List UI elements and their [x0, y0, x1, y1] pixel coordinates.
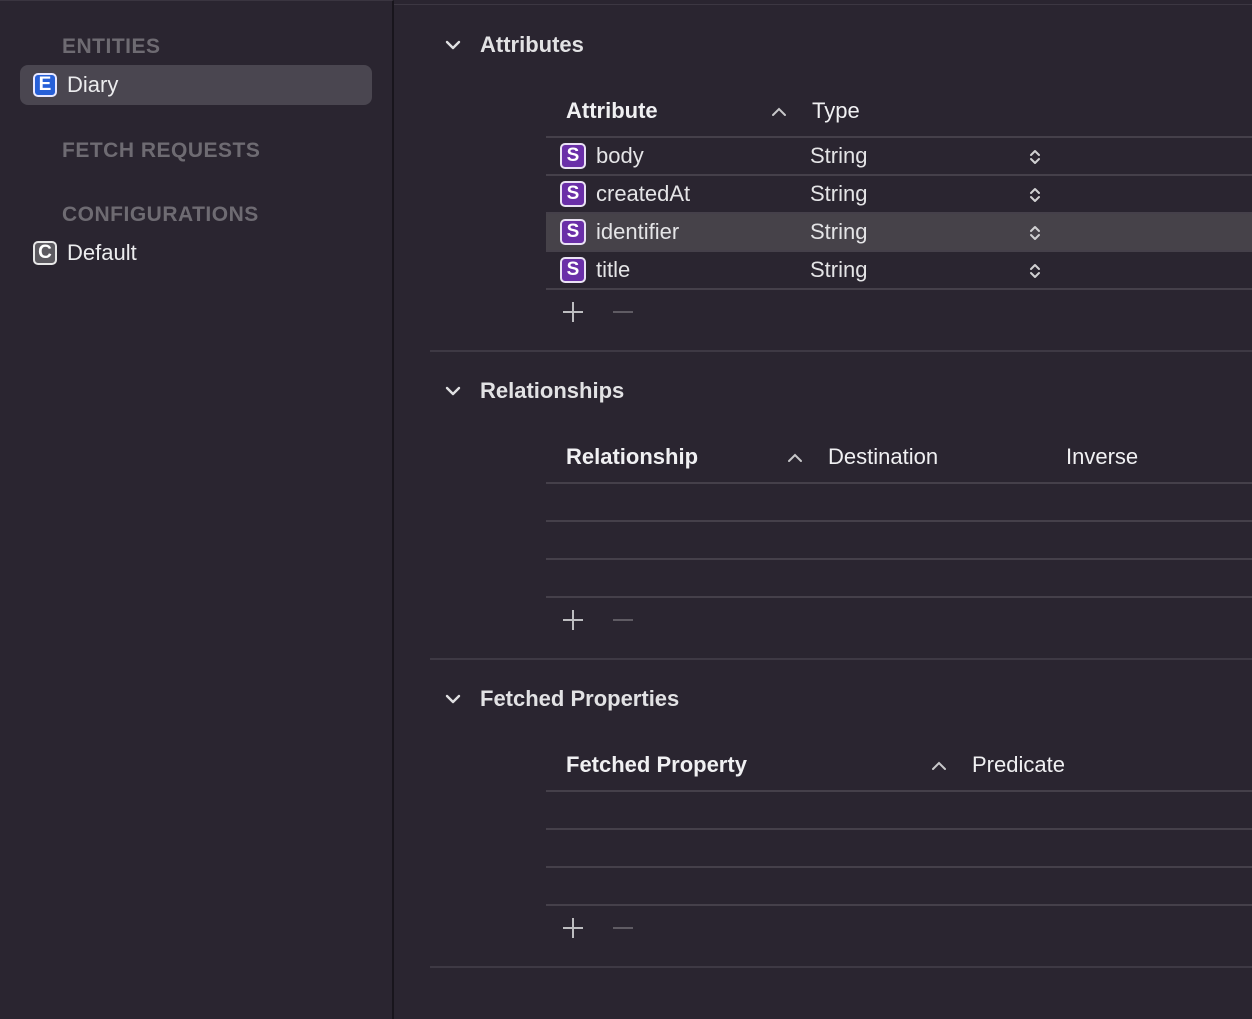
- configurations-header: CONFIGURATIONS: [62, 203, 259, 226]
- section-divider: [430, 966, 1252, 968]
- column-header-destination[interactable]: Destination: [828, 444, 939, 469]
- attributes-section-header[interactable]: Attributes: [445, 32, 584, 58]
- sidebar-item-label: Diary: [67, 72, 119, 97]
- table-row[interactable]: S body String: [546, 138, 1252, 174]
- section-divider: [430, 350, 1252, 352]
- fetched-properties-section-header[interactable]: Fetched Properties: [445, 686, 680, 712]
- table-divider: [546, 790, 1252, 792]
- row-divider: [546, 558, 1252, 560]
- stepper-icon[interactable]: [1028, 147, 1042, 167]
- chevron-down-icon[interactable]: [444, 36, 462, 54]
- table-row[interactable]: S title String: [546, 252, 1252, 288]
- sort-ascending-icon[interactable]: [787, 451, 803, 463]
- add-fetched-property-button[interactable]: [560, 915, 586, 941]
- sidebar-item-diary[interactable]: E Diary: [20, 65, 372, 105]
- row-divider: [546, 828, 1252, 830]
- row-divider: [546, 288, 1252, 290]
- column-header-fetched-property[interactable]: Fetched Property: [566, 752, 747, 777]
- string-type-icon: S: [560, 181, 586, 207]
- sidebar-item-label: Default: [67, 240, 137, 265]
- column-header-type[interactable]: Type: [812, 98, 860, 123]
- row-divider: [546, 520, 1252, 522]
- stepper-icon[interactable]: [1028, 223, 1042, 243]
- top-divider: [394, 4, 1252, 5]
- attribute-name[interactable]: identifier: [596, 219, 680, 244]
- entity-editor: Attributes Attribute Type S body String …: [394, 0, 1252, 1018]
- section-title: Attributes: [480, 32, 584, 57]
- chevron-down-icon[interactable]: [444, 382, 462, 400]
- column-header-attribute[interactable]: Attribute: [566, 98, 658, 123]
- row-divider: [546, 212, 1252, 214]
- sidebar: ENTITIES E Diary FETCH REQUESTS CONFIGUR…: [0, 0, 394, 1019]
- remove-attribute-button[interactable]: [610, 299, 636, 325]
- column-header-relationship[interactable]: Relationship: [566, 444, 699, 469]
- row-divider: [546, 866, 1252, 868]
- stepper-icon[interactable]: [1028, 185, 1042, 205]
- add-relationship-button[interactable]: [560, 607, 586, 633]
- stepper-icon[interactable]: [1028, 261, 1042, 281]
- table-divider: [546, 482, 1252, 484]
- string-type-icon: S: [560, 219, 586, 245]
- row-divider: [546, 174, 1252, 176]
- row-divider: [546, 250, 1252, 252]
- sort-ascending-icon[interactable]: [771, 105, 787, 117]
- attribute-name[interactable]: createdAt: [596, 181, 691, 206]
- attribute-type[interactable]: String: [810, 257, 868, 282]
- section-title: Fetched Properties: [480, 686, 680, 711]
- remove-relationship-button[interactable]: [610, 607, 636, 633]
- section-divider: [430, 658, 1252, 660]
- chevron-down-icon[interactable]: [444, 690, 462, 708]
- relationships-section-header[interactable]: Relationships: [445, 378, 625, 404]
- row-divider: [546, 596, 1252, 598]
- entities-header: ENTITIES: [62, 35, 161, 58]
- attribute-name[interactable]: body: [596, 143, 644, 168]
- attribute-type[interactable]: String: [810, 143, 868, 168]
- section-title: Relationships: [480, 378, 625, 403]
- attribute-type[interactable]: String: [810, 181, 868, 206]
- string-type-icon: S: [560, 257, 586, 283]
- column-header-inverse[interactable]: Inverse: [1066, 444, 1139, 469]
- table-row[interactable]: S identifier String: [546, 214, 1252, 250]
- column-header-predicate[interactable]: Predicate: [972, 752, 1065, 777]
- add-attribute-button[interactable]: [560, 299, 586, 325]
- sort-ascending-icon[interactable]: [931, 759, 947, 771]
- attribute-name[interactable]: title: [596, 257, 631, 282]
- sidebar-item-default[interactable]: C Default: [20, 233, 372, 273]
- entity-icon: E: [33, 73, 57, 97]
- table-divider: [546, 136, 1252, 138]
- row-divider: [546, 904, 1252, 906]
- attribute-type[interactable]: String: [810, 219, 868, 244]
- string-type-icon: S: [560, 143, 586, 169]
- fetch-requests-header: FETCH REQUESTS: [62, 139, 261, 162]
- table-row[interactable]: S createdAt String: [546, 176, 1252, 212]
- configuration-icon: C: [33, 241, 57, 265]
- remove-fetched-property-button[interactable]: [610, 915, 636, 941]
